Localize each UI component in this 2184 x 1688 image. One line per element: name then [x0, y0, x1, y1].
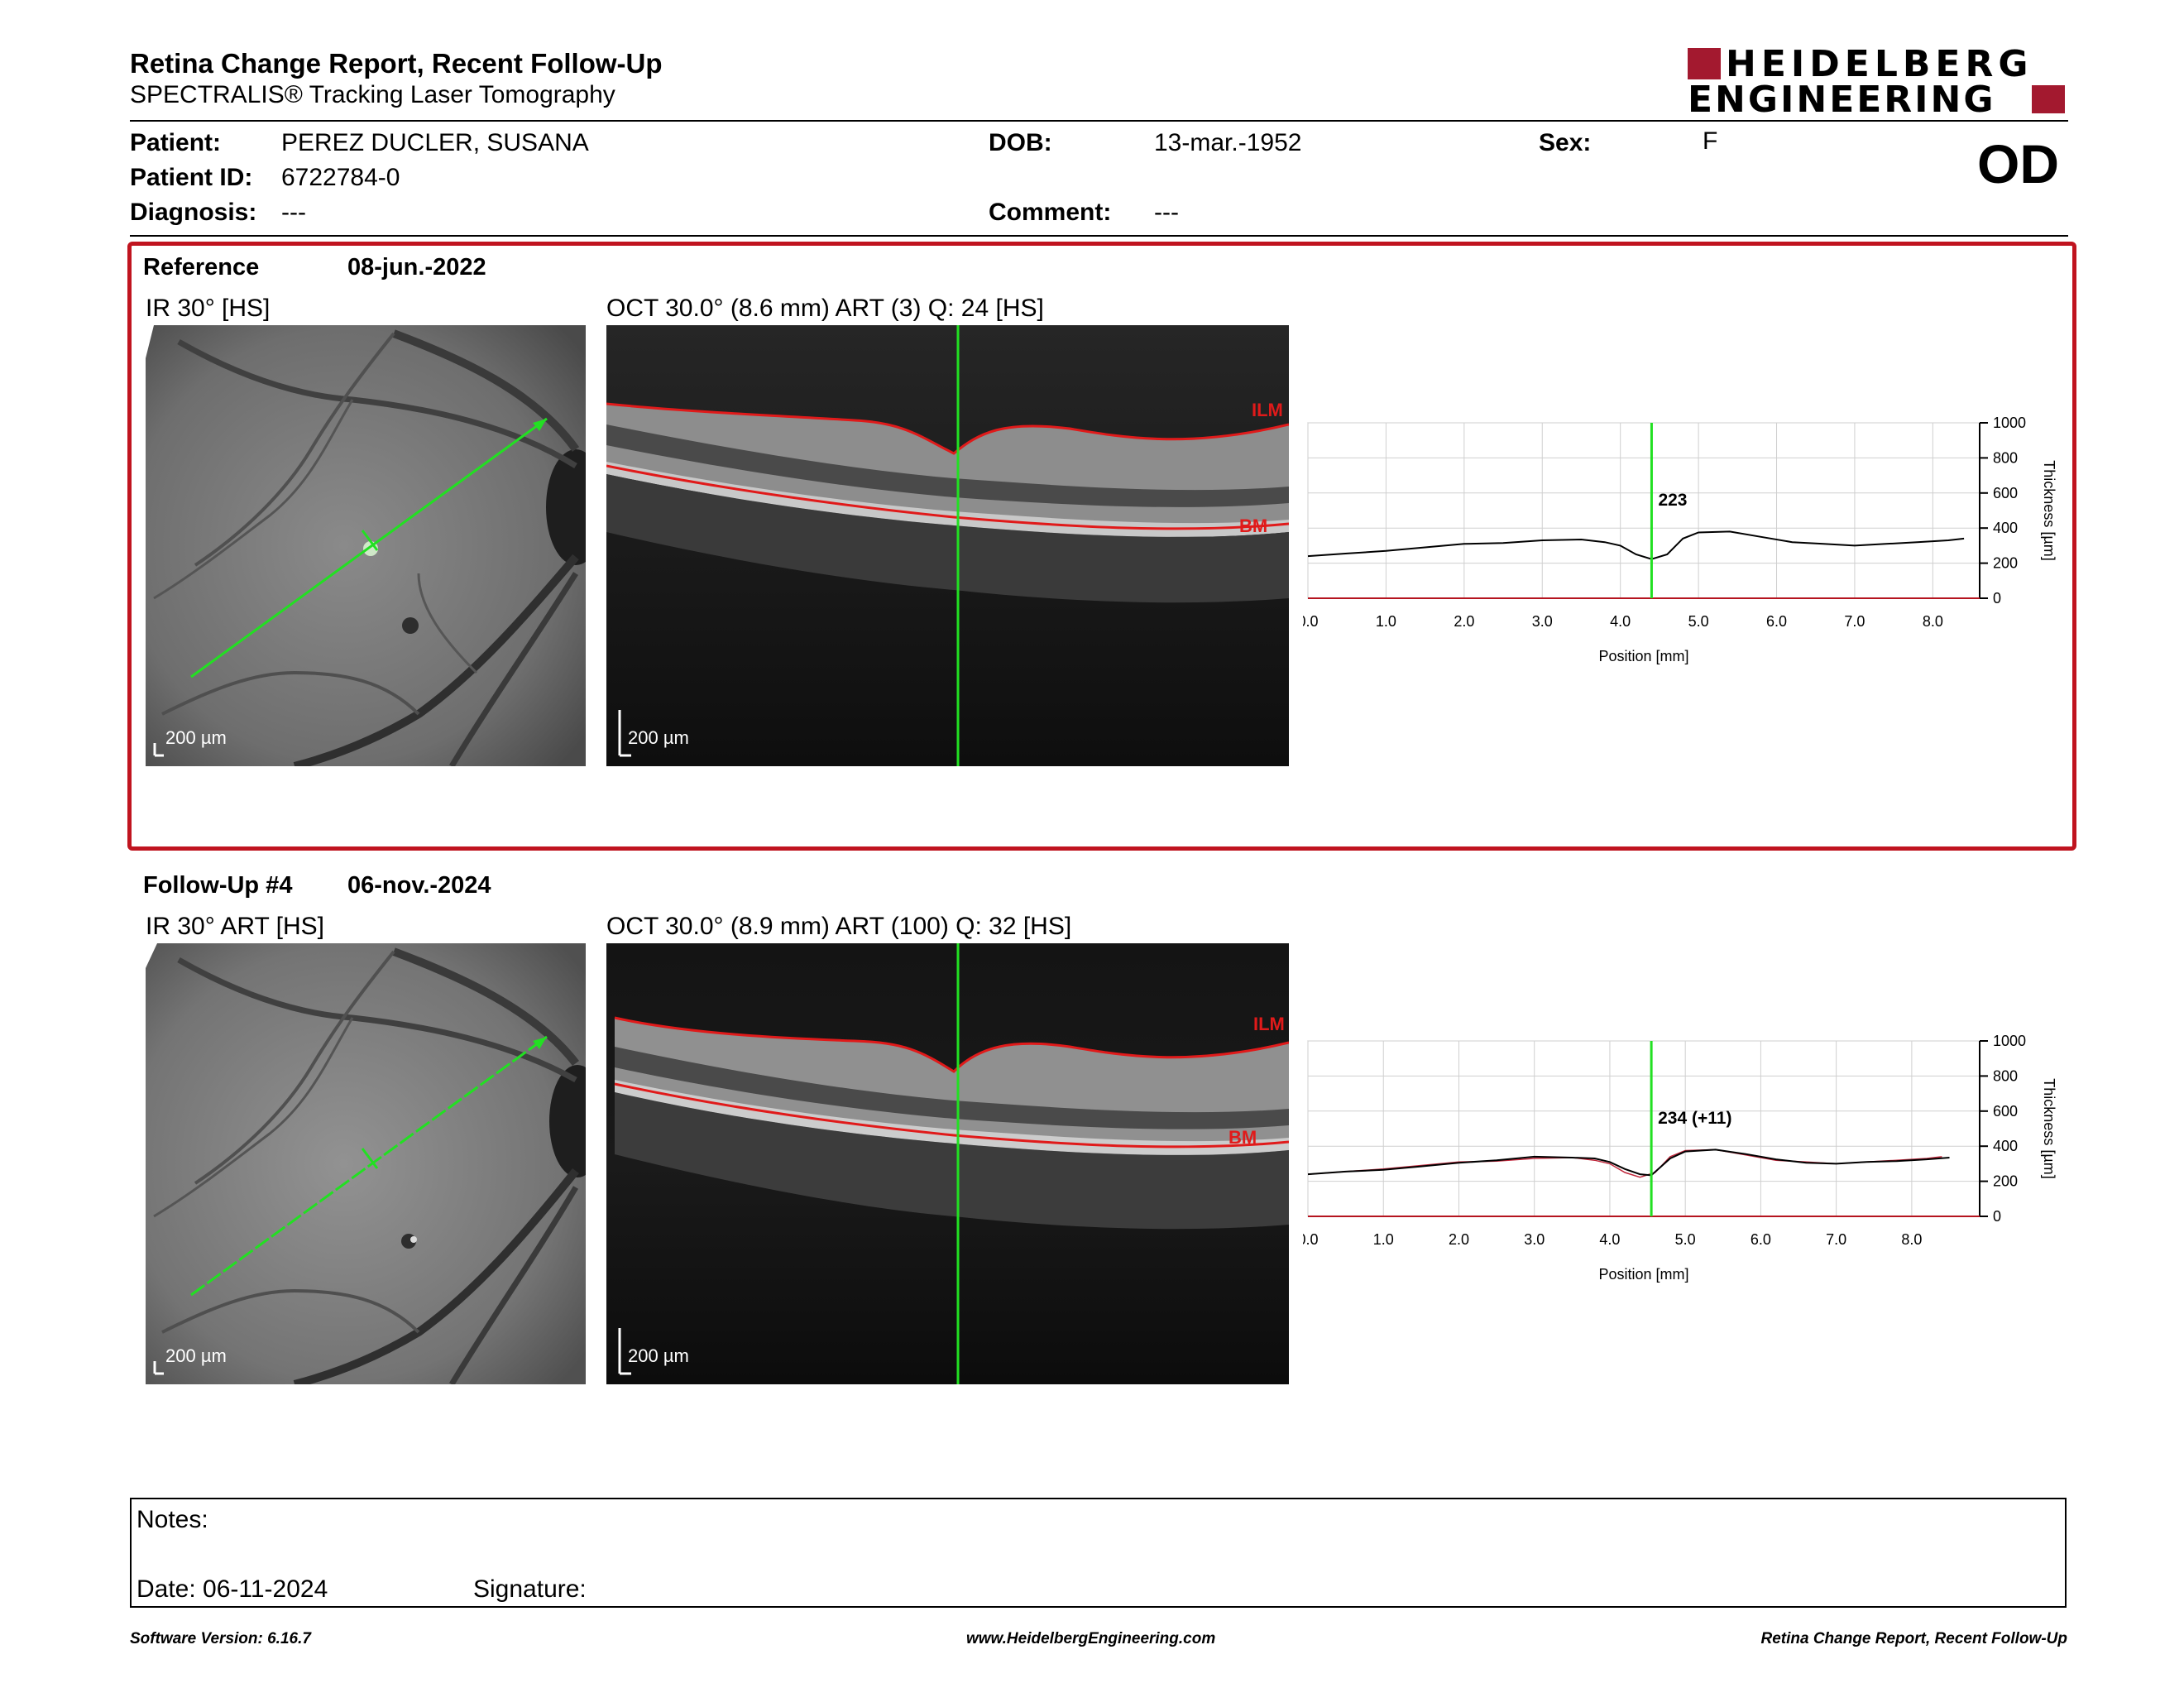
notes-date: Date: 06-11-2024 — [136, 1575, 328, 1603]
x-tick-label: 0.0 — [1303, 613, 1319, 630]
followup-oct-scale: 200 µm — [628, 1345, 689, 1366]
x-tick-label: 2.0 — [1454, 613, 1474, 630]
x-tick-label: 3.0 — [1532, 613, 1553, 630]
y-tick-label: 200 — [1993, 555, 2018, 572]
followup-date: 06-nov.-2024 — [347, 872, 491, 899]
x-axis-label: Position [mm] — [1598, 648, 1688, 664]
followup-oct-bscan-image: ILM BM 200 µm — [606, 943, 1289, 1384]
followup-ir-scale: 200 µm — [165, 1345, 227, 1366]
followup-ir-label: IR 30° ART [HS] — [146, 913, 324, 940]
y-tick-label: 800 — [1993, 449, 2018, 466]
patient-id-label: Patient ID: — [130, 164, 253, 191]
notes-box: Notes: Date: 06-11-2024 Signature: — [130, 1498, 2067, 1608]
y-tick-label: 800 — [1993, 1067, 2018, 1084]
x-tick-label: 5.0 — [1675, 1231, 1696, 1248]
y-tick-label: 400 — [1993, 520, 2018, 536]
x-tick-label: 8.0 — [1901, 1231, 1922, 1248]
reference-oct-scale: 200 µm — [628, 727, 689, 748]
reference-oct-bscan-image: ILM BM 200 µm — [606, 325, 1289, 766]
y-tick-label: 200 — [1993, 1173, 2018, 1190]
followup-ilm-label: ILM — [1253, 1014, 1285, 1034]
report-subtitle: SPECTRALIS® Tracking Laser Tomography — [130, 81, 615, 108]
y-tick-label: 400 — [1993, 1138, 2018, 1154]
signature-label: Signature: — [473, 1575, 587, 1603]
x-tick-label: 8.0 — [1923, 613, 1943, 630]
patient-label: Patient: — [130, 129, 222, 156]
diagnosis-value: --- — [281, 199, 306, 226]
y-tick-label: 600 — [1993, 1103, 2018, 1120]
x-tick-label: 1.0 — [1373, 1231, 1394, 1248]
reference-ir-fundus-image: 200 µm — [146, 325, 586, 766]
x-axis-label: Position [mm] — [1598, 1266, 1688, 1283]
patient-id: 6722784-0 — [281, 164, 400, 191]
followup-thickness-chart: 0.0 1.0 2.0 3.0 4.0 5.0 6.0 7.0 8.0 0 200 400 600 800… — [1297, 1028, 2089, 1297]
comment-value: --- — [1154, 199, 1179, 226]
reference-label: Reference — [143, 254, 260, 281]
patient-name: PEREZ DUCLER, SUSANA — [281, 129, 589, 156]
reference-thickness-chart: 0.0 1.0 2.0 3.0 4.0 5.0 6.0 7.0 8.0 0 200 400 600 800… — [1297, 410, 2089, 679]
dob-value: 13-mar.-1952 — [1154, 129, 1302, 156]
x-tick-label: 2.0 — [1449, 1231, 1469, 1248]
reference-bm-label: BM — [1239, 516, 1268, 536]
reference-ir-scale: 200 µm — [165, 727, 227, 748]
x-tick-label: 3.0 — [1524, 1231, 1545, 1248]
y-tick-label: 1000 — [1993, 415, 2026, 431]
followup-ir-fundus-image: 200 µm — [146, 943, 586, 1384]
reference-panel — [127, 242, 2076, 851]
reference-date: 08-jun.-2022 — [347, 254, 486, 281]
logo-line2: ENGINEERING — [1688, 79, 1996, 121]
eye-indicator: OD — [1977, 133, 2059, 194]
y-tick-label: 1000 — [1993, 1033, 2026, 1049]
cursor-value-label: 234 (+11) — [1658, 1109, 1731, 1128]
x-tick-label: 7.0 — [1826, 1231, 1846, 1248]
x-tick-label: 5.0 — [1688, 613, 1709, 630]
series-line-0 — [1307, 530, 1965, 560]
followup-oct-label: OCT 30.0° (8.9 mm) ART (100) Q: 32 [HS] — [606, 913, 1072, 940]
dob-label: DOB: — [989, 129, 1052, 156]
plot-area — [1307, 1040, 1980, 1217]
reference-oct-label: OCT 30.0° (8.6 mm) ART (3) Q: 24 [HS] — [606, 295, 1044, 322]
reference-thickness-plot: 0.0 1.0 2.0 3.0 4.0 5.0 6.0 7.0 8.0 0 200 400 600 800… — [1297, 415, 2057, 664]
report-title: Retina Change Report, Recent Follow-Up — [130, 48, 663, 79]
software-version: Software Version: 6.16.7 — [130, 1630, 311, 1647]
reference-ilm-label: ILM — [1252, 400, 1283, 420]
series-line-0 — [1307, 1149, 1950, 1177]
x-tick-label: 6.0 — [1751, 1231, 1771, 1248]
diagnosis-label: Diagnosis: — [130, 199, 257, 226]
reference-ir-label: IR 30° [HS] — [146, 295, 271, 322]
plot-area — [1307, 422, 1980, 599]
followup-thickness-plot: 0.0 1.0 2.0 3.0 4.0 5.0 6.0 7.0 8.0 0 200 400 600 800… — [1297, 1033, 2057, 1283]
x-tick-label: 7.0 — [1844, 613, 1865, 630]
y-tick-label: 0 — [1993, 590, 2001, 607]
y-axis-label: Thickness [µm] — [2041, 460, 2057, 560]
comment-label: Comment: — [989, 199, 1112, 226]
x-tick-label: 4.0 — [1599, 1231, 1620, 1248]
x-tick-label: 0.0 — [1303, 1231, 1319, 1248]
followup-label: Follow-Up #4 — [143, 872, 293, 899]
x-tick-label: 1.0 — [1376, 613, 1396, 630]
x-tick-label: 4.0 — [1610, 613, 1631, 630]
cursor-value-label: 223 — [1658, 491, 1687, 510]
followup-bm-label: BM — [1228, 1127, 1257, 1148]
footer-report-name: Retina Change Report, Recent Follow-Up — [1760, 1630, 2067, 1647]
header-divider — [130, 120, 2068, 122]
website-link[interactable]: www.HeidelbergEngineering.com — [966, 1630, 1216, 1647]
y-tick-label: 0 — [1993, 1208, 2001, 1225]
notes-label: Notes: — [136, 1506, 208, 1533]
x-tick-label: 6.0 — [1766, 613, 1787, 630]
patient-divider — [130, 235, 2068, 237]
sex-label: Sex: — [1539, 129, 1592, 156]
sex-value: F — [1703, 127, 1718, 155]
y-tick-label: 600 — [1993, 485, 2018, 501]
y-axis-label: Thickness [µm] — [2041, 1078, 2057, 1178]
logo-line1: HEIDELBERG — [1726, 43, 2033, 85]
